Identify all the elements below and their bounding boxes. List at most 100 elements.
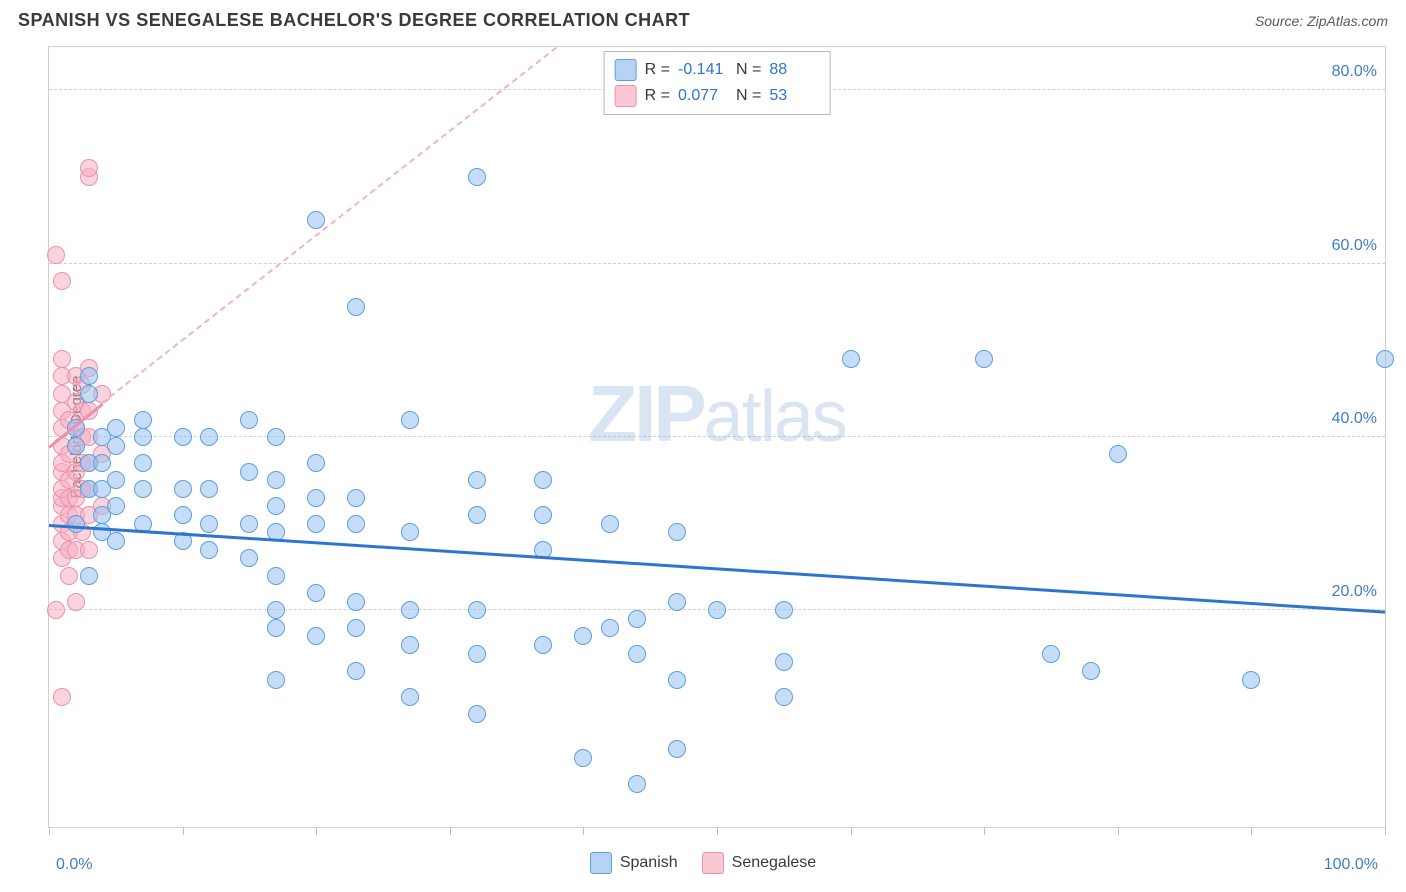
data-point — [267, 567, 285, 585]
legend-label: Spanish — [620, 854, 678, 872]
data-point — [267, 471, 285, 489]
data-point — [200, 541, 218, 559]
data-point — [240, 463, 258, 481]
data-point — [468, 506, 486, 524]
data-point — [601, 619, 619, 637]
x-tick — [450, 827, 451, 835]
data-point — [534, 471, 552, 489]
legend-n-label: N = — [736, 61, 761, 79]
data-point — [1242, 671, 1260, 689]
data-point — [53, 350, 71, 368]
data-point — [1376, 350, 1394, 368]
data-point — [267, 428, 285, 446]
data-point — [200, 515, 218, 533]
source-prefix: Source: — [1255, 13, 1307, 29]
x-tick — [984, 827, 985, 835]
gridline — [49, 263, 1385, 264]
legend-swatch — [702, 852, 724, 874]
data-point — [601, 515, 619, 533]
data-point — [574, 627, 592, 645]
data-point — [468, 645, 486, 663]
data-point — [93, 454, 111, 472]
data-point — [134, 480, 152, 498]
legend-item: Spanish — [590, 852, 678, 874]
data-point — [240, 411, 258, 429]
data-point — [534, 506, 552, 524]
y-tick-label: 80.0% — [1332, 63, 1377, 81]
data-point — [80, 159, 98, 177]
data-point — [1082, 662, 1100, 680]
data-point — [267, 601, 285, 619]
legend-row: R = 0.077 N = 53 — [615, 83, 820, 109]
data-point — [708, 601, 726, 619]
y-tick-label: 20.0% — [1332, 583, 1377, 601]
x-tick — [717, 827, 718, 835]
chart-title: SPANISH VS SENEGALESE BACHELOR'S DEGREE … — [18, 10, 690, 31]
data-point — [975, 350, 993, 368]
gridline — [49, 436, 1385, 437]
y-tick-label: 40.0% — [1332, 410, 1377, 428]
legend-swatch — [615, 59, 637, 81]
x-tick — [183, 827, 184, 835]
data-point — [628, 645, 646, 663]
data-point — [240, 515, 258, 533]
data-point — [47, 601, 65, 619]
legend-n-value: 88 — [769, 61, 819, 79]
data-point — [347, 662, 365, 680]
data-point — [267, 497, 285, 515]
data-point — [307, 515, 325, 533]
data-point — [401, 636, 419, 654]
legend-r-value: 0.077 — [678, 87, 728, 105]
data-point — [347, 515, 365, 533]
data-point — [47, 246, 65, 264]
data-point — [200, 480, 218, 498]
plot-surface: 20.0%40.0%60.0%80.0% — [49, 47, 1385, 827]
data-point — [307, 584, 325, 602]
data-point — [668, 671, 686, 689]
data-point — [267, 671, 285, 689]
series-legend: Spanish Senegalese — [0, 852, 1406, 874]
data-point — [1042, 645, 1060, 663]
data-point — [80, 385, 98, 403]
data-point — [134, 411, 152, 429]
data-point — [80, 567, 98, 585]
data-point — [628, 610, 646, 628]
legend-label: Senegalese — [732, 854, 817, 872]
legend-row: R =-0.141N =88 — [615, 57, 820, 83]
data-point — [60, 567, 78, 585]
legend-item: Senegalese — [702, 852, 817, 874]
data-point — [107, 497, 125, 515]
data-point — [347, 489, 365, 507]
data-point — [628, 775, 646, 793]
data-point — [468, 705, 486, 723]
x-tick — [49, 827, 50, 835]
data-point — [401, 523, 419, 541]
data-point — [668, 523, 686, 541]
legend-n-value: 53 — [769, 87, 819, 105]
data-point — [174, 506, 192, 524]
data-point — [307, 489, 325, 507]
data-point — [401, 688, 419, 706]
chart-area: Bachelor's Degree 20.0%40.0%60.0%80.0% Z… — [48, 46, 1386, 828]
legend-r-label: R = — [645, 87, 670, 105]
legend-n-label: N = — [736, 87, 761, 105]
data-point — [107, 532, 125, 550]
data-point — [401, 411, 419, 429]
data-point — [67, 515, 85, 533]
data-point — [107, 437, 125, 455]
source-attribution: Source: ZipAtlas.com — [1255, 13, 1388, 29]
data-point — [174, 428, 192, 446]
data-point — [134, 454, 152, 472]
data-point — [67, 593, 85, 611]
data-point — [668, 740, 686, 758]
data-point — [200, 428, 218, 446]
x-tick — [583, 827, 584, 835]
data-point — [534, 636, 552, 654]
legend-swatch — [615, 85, 637, 107]
data-point — [53, 688, 71, 706]
data-point — [347, 593, 365, 611]
x-tick — [316, 827, 317, 835]
data-point — [240, 549, 258, 567]
regression-line — [49, 524, 1385, 614]
legend-swatch — [590, 852, 612, 874]
